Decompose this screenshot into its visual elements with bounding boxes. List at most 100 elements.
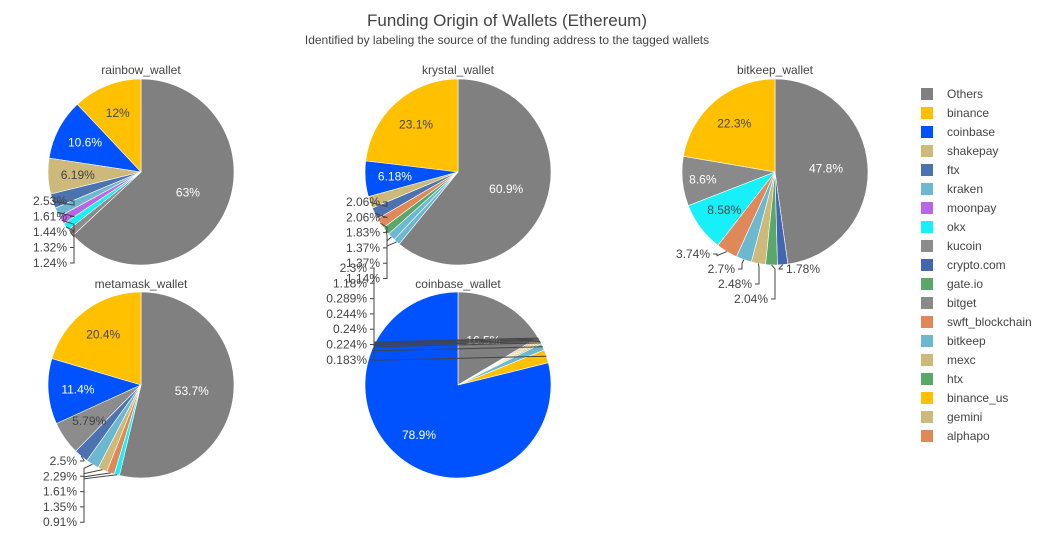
legend-label: coinbase bbox=[947, 124, 996, 139]
legend-item-gate-io[interactable]: gate.io bbox=[918, 274, 1032, 293]
slice-label-outside: 1.61% bbox=[43, 485, 77, 499]
slice-leader-line bbox=[80, 474, 117, 523]
pie-krystal-wallet: krystal_wallet 60.9% 23.1% 6.18% 2.06%2.06% 1… bbox=[346, 63, 552, 286]
slice-label-outside: 1.78% bbox=[786, 262, 820, 276]
slice-label-outside: 0.183% bbox=[326, 353, 367, 367]
legend-swatch bbox=[921, 163, 933, 176]
pie-rainbow-wallet: rainbow_wallet 63% 12% 10.6% 6.19% 2.53% 1.61%… bbox=[33, 63, 235, 270]
legend-item-htx[interactable]: htx bbox=[918, 369, 1032, 388]
slice-label-outside: 2.04% bbox=[734, 292, 768, 306]
legend-swatch bbox=[921, 296, 933, 309]
slice-label: 78.9% bbox=[402, 428, 436, 442]
legend-item-binance[interactable]: binance bbox=[918, 103, 1032, 122]
legend-item-coinbase[interactable]: coinbase bbox=[918, 122, 1032, 141]
legend-item-bitget[interactable]: bitget bbox=[918, 293, 1032, 312]
slice-label-outside: 2.06% bbox=[346, 210, 380, 224]
pie-slice-binance[interactable] bbox=[682, 78, 776, 173]
slice-label-outside: 3.74% bbox=[676, 247, 710, 261]
chart-subtitle: Identified by labeling the source of the… bbox=[304, 33, 710, 47]
slice-label-outside: 1.14% bbox=[346, 272, 380, 286]
legend-label: crypto.com bbox=[947, 257, 1006, 272]
slice-label-outside: 2.53% bbox=[33, 194, 67, 208]
pie-slice-crypto-com[interactable] bbox=[774, 171, 789, 266]
legend-item-moonpay[interactable]: moonpay bbox=[918, 198, 1032, 217]
legend-item-shakepay[interactable]: shakepay bbox=[918, 141, 1032, 160]
legend-swatch bbox=[921, 220, 933, 233]
slice-label-outside: 1.61% bbox=[33, 210, 67, 224]
slice-leader-line bbox=[370, 337, 539, 361]
slice-leader-line bbox=[70, 232, 75, 264]
legend-item-gemini[interactable]: gemini bbox=[918, 407, 1032, 426]
pie-slice-kraken[interactable] bbox=[393, 171, 459, 245]
pie-slice-binance[interactable] bbox=[51, 291, 142, 386]
slice-label-outside: 1.18% bbox=[333, 276, 367, 290]
pie-slice-coinbase[interactable] bbox=[364, 291, 552, 479]
legend-item-kucoin[interactable]: kucoin bbox=[918, 236, 1032, 255]
slice-label-outside: 0.289% bbox=[326, 292, 367, 306]
slice-label-outside: 1.35% bbox=[43, 500, 77, 514]
slice-leader-line bbox=[383, 230, 388, 249]
chart-title: Funding Origin of Wallets (Ethereum) bbox=[367, 11, 647, 30]
legend-label: Others bbox=[947, 86, 984, 101]
pie-slice-Others[interactable] bbox=[72, 78, 235, 266]
slice-label-outside: 0.24% bbox=[333, 322, 367, 336]
legend-label: htx bbox=[947, 371, 964, 386]
slice-label: 6.19% bbox=[61, 168, 95, 182]
legend-item-ftx[interactable]: ftx bbox=[918, 160, 1032, 179]
legend-item-kraken[interactable]: kraken bbox=[918, 179, 1032, 198]
legend-item-crypto-com[interactable]: crypto.com bbox=[918, 255, 1032, 274]
slice-label: 8.6% bbox=[689, 172, 717, 186]
slice-label-outside: 1.37% bbox=[346, 256, 380, 270]
pie-slice-Others[interactable] bbox=[457, 291, 539, 386]
legend-swatch bbox=[921, 87, 933, 100]
legend-swatch bbox=[921, 201, 933, 214]
slice-label-outside: 2.7% bbox=[708, 262, 736, 276]
slice-label-outside: 2.5% bbox=[50, 454, 78, 468]
pie-slice-binance[interactable] bbox=[365, 78, 459, 173]
slice-label: 53.7% bbox=[175, 384, 209, 398]
slice-label-outside: 2.3% bbox=[340, 261, 368, 275]
legend-swatch bbox=[921, 429, 933, 442]
pie-slice-Others[interactable] bbox=[119, 291, 235, 479]
pie-slice-Others[interactable] bbox=[774, 78, 869, 265]
pie-title: rainbow_wallet bbox=[101, 63, 181, 77]
pie-slice-Others[interactable] bbox=[398, 78, 552, 266]
slice-label-outside: 1.32% bbox=[33, 241, 67, 255]
legend-swatch bbox=[921, 334, 933, 347]
legend-item-alphapo[interactable]: alphapo bbox=[918, 426, 1032, 445]
legend-item-mexc[interactable]: mexc bbox=[918, 350, 1032, 369]
legend-swatch bbox=[921, 239, 933, 252]
slice-label: 11.4% bbox=[61, 382, 94, 396]
legend-label: shakepay bbox=[947, 143, 999, 158]
legend-swatch bbox=[921, 125, 933, 138]
legend-item-bitkeep[interactable]: bitkeep bbox=[918, 331, 1032, 350]
slice-leader-line bbox=[370, 201, 388, 208]
pie-title: coinbase_wallet bbox=[415, 277, 501, 291]
legend-label: alphapo bbox=[947, 428, 990, 443]
slice-label-outside: 1.24% bbox=[33, 256, 67, 270]
slice-label-outside: 0.224% bbox=[326, 338, 367, 352]
legend-item-swft-blockchain[interactable]: swft_blockchain bbox=[918, 312, 1032, 331]
slice-leader-line bbox=[383, 241, 397, 279]
slice-leader-line bbox=[57, 211, 75, 217]
legend-label: mexc bbox=[947, 352, 976, 367]
slice-label: 20.4% bbox=[86, 327, 120, 341]
slice-label-outside: 0.91% bbox=[43, 515, 77, 529]
legend-label: kucoin bbox=[947, 238, 982, 253]
slice-label-outside: 2.29% bbox=[43, 469, 77, 483]
legend-item-okx[interactable]: okx bbox=[918, 217, 1032, 236]
pie-slice-binance[interactable] bbox=[76, 78, 142, 173]
slice-leader-line bbox=[80, 455, 85, 462]
legend-item-binance-us[interactable]: binance_us bbox=[918, 388, 1032, 407]
legend-label: bitget bbox=[947, 295, 977, 310]
slice-leader-line bbox=[778, 264, 784, 270]
slice-label: 6.18% bbox=[378, 170, 412, 184]
legend[interactable]: Others binance coinbase shakepay ftx kraken mo… bbox=[918, 84, 1032, 445]
legend-swatch bbox=[921, 182, 933, 195]
pie-bitkeep-wallet: bitkeep_wallet47.8%22.3%8.6%8.58%3.74%2.… bbox=[676, 63, 869, 306]
slice-label: 23.1% bbox=[399, 118, 433, 132]
legend-swatch bbox=[921, 277, 933, 290]
legend-swatch bbox=[921, 144, 933, 157]
pie-slice-coinbase[interactable] bbox=[47, 358, 142, 425]
legend-item-Others[interactable]: Others bbox=[918, 84, 1032, 103]
